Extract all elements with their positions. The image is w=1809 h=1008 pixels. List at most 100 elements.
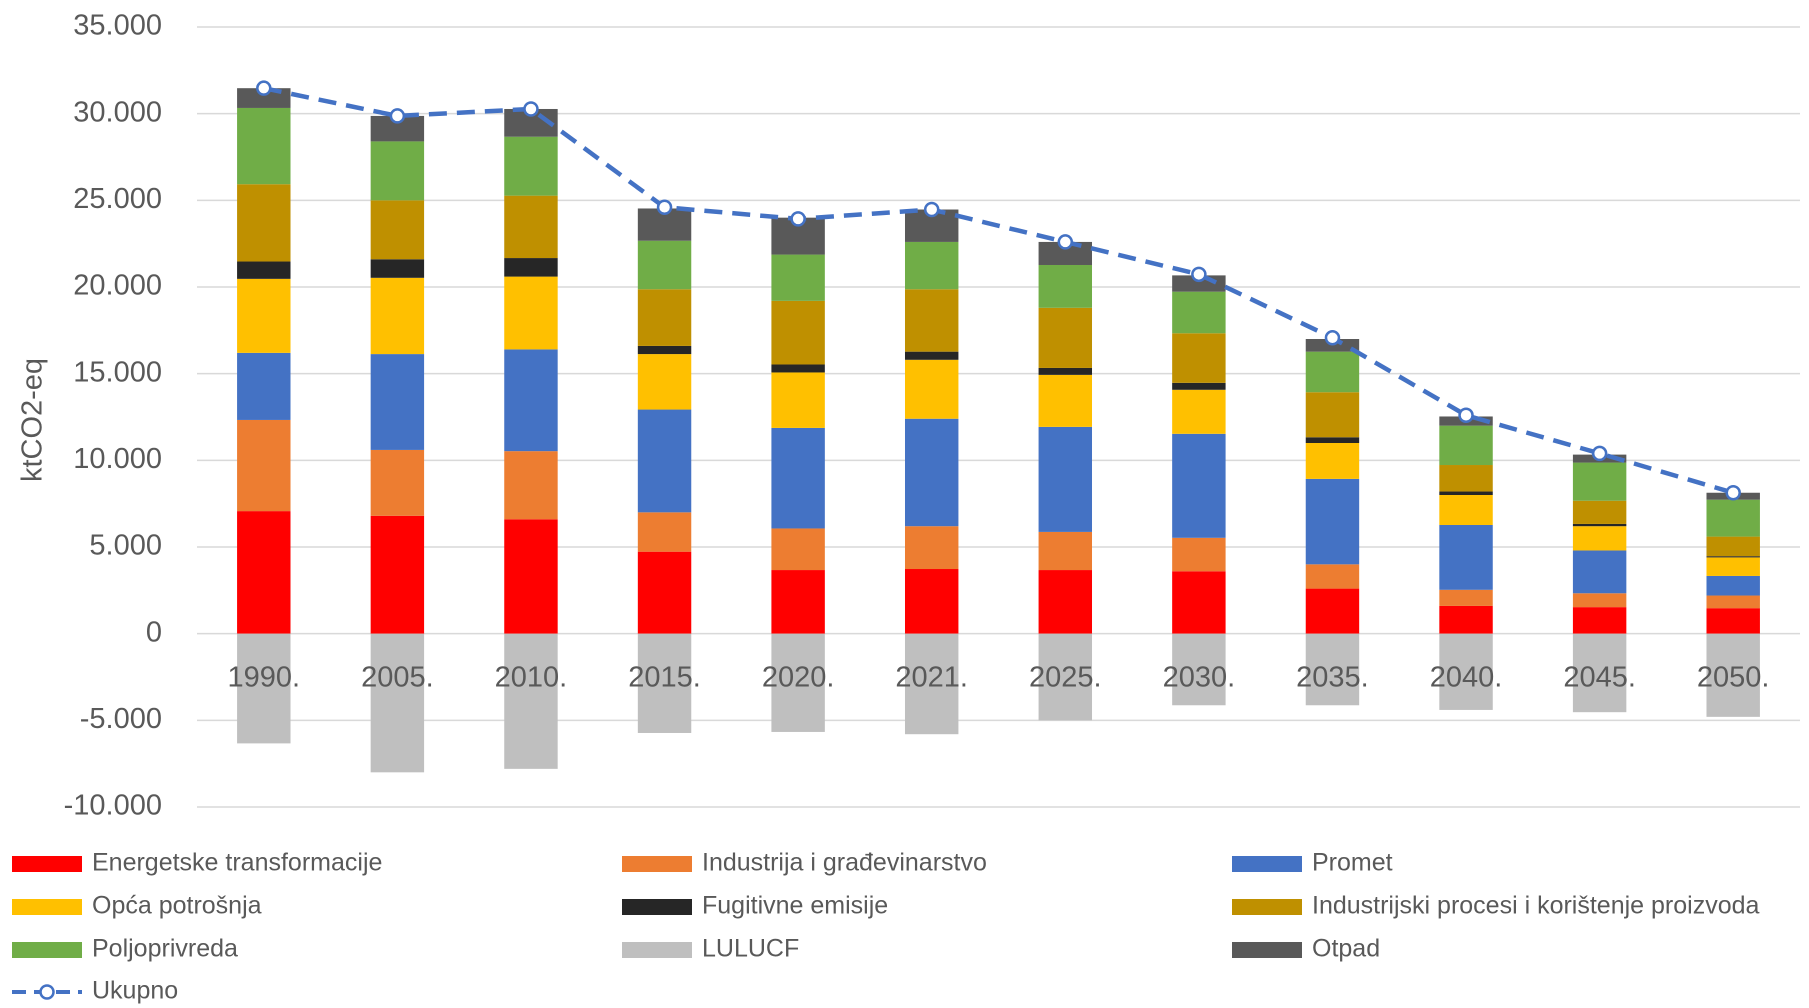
- bar-segment: [504, 136, 558, 196]
- bar-segment: [771, 372, 825, 428]
- legend-label: Ukupno: [92, 977, 178, 1005]
- total-marker: [1591, 445, 1608, 462]
- bar-segment: [1305, 443, 1360, 479]
- bar-segment: [1038, 307, 1093, 368]
- bar-segment: [237, 107, 291, 185]
- bar-segment: [1439, 605, 1493, 634]
- legend-swatch: [1232, 856, 1302, 872]
- bar-segment: [1305, 437, 1360, 443]
- y-tick-label: 0: [146, 616, 162, 648]
- y-tick-label: 5.000: [89, 530, 162, 562]
- legend-swatch: [622, 942, 692, 958]
- bar-segment: [1439, 524, 1493, 590]
- y-tick-label: 25.000: [73, 183, 162, 215]
- total-marker: [1324, 330, 1341, 346]
- y-tick-label: 35.000: [73, 10, 162, 42]
- bar-segment: [771, 570, 825, 634]
- legend-label: Fugitivne emisije: [702, 892, 888, 920]
- bar-segment: [237, 278, 291, 353]
- bar-segment: [1038, 241, 1093, 265]
- bar-segment: [1038, 264, 1093, 308]
- bar-segment: [1172, 537, 1226, 572]
- bar-segment: [771, 528, 825, 571]
- bar-segment: [1706, 575, 1760, 596]
- bar-segment: [1572, 523, 1627, 527]
- y-tick-label: 15.000: [73, 356, 162, 388]
- bar-segment: [904, 289, 959, 352]
- legend-swatch: [1232, 899, 1302, 915]
- bar-segment: [1706, 499, 1760, 537]
- bar-segment: [504, 633, 558, 769]
- y-tick-label: -10.000: [64, 790, 162, 822]
- bar-segment: [1305, 478, 1360, 565]
- x-tick-label: 2030.: [1163, 662, 1236, 694]
- bar-segment: [904, 569, 959, 634]
- bar-segment: [1172, 433, 1226, 538]
- bar-segment: [771, 427, 825, 529]
- x-tick-label: 2025.: [1029, 662, 1102, 694]
- bar-segment: [1439, 425, 1493, 466]
- y-axis-label: ktCO2-eq: [17, 358, 49, 482]
- bar-segment: [370, 277, 425, 355]
- total-marker: [923, 201, 940, 218]
- bar-segment: [1706, 557, 1760, 576]
- bar-segment: [904, 359, 959, 419]
- bar-segment: [1572, 593, 1627, 608]
- bar-segment: [904, 526, 959, 570]
- x-tick-label: 2045.: [1563, 662, 1636, 694]
- bar-segment: [237, 261, 291, 279]
- bar-segment: [1172, 633, 1226, 706]
- bar-segment: [504, 349, 558, 452]
- bar-segment: [1172, 333, 1226, 383]
- legend-label: Promet: [1312, 849, 1393, 877]
- bar-segment: [1706, 633, 1760, 717]
- bar-segment: [637, 633, 692, 733]
- bar-segment: [904, 418, 959, 527]
- total-marker: [523, 101, 539, 117]
- bar-segment: [370, 633, 425, 773]
- bar-segment: [370, 354, 425, 450]
- x-tick-label: 2035.: [1296, 662, 1369, 694]
- bar-segment: [771, 633, 825, 732]
- bar-segment: [504, 258, 558, 277]
- bar-segment: [1038, 367, 1093, 375]
- x-tick-label: 1990.: [228, 662, 301, 694]
- bar-segment: [1439, 465, 1493, 492]
- legend-label: Industrijski procesi i korištenje proizv…: [1312, 892, 1760, 920]
- bar-segment: [237, 184, 291, 262]
- legend-label: Energetske transformacije: [92, 849, 382, 877]
- bar-segment: [1038, 426, 1093, 532]
- bar-segment: [1305, 351, 1360, 393]
- bar-segment: [1706, 608, 1760, 634]
- total-line: [263, 85, 1734, 495]
- bar-segment: [637, 551, 692, 634]
- bar-segment: [1305, 392, 1360, 438]
- bar-segment: [637, 512, 692, 552]
- bar-segment: [370, 449, 425, 516]
- bar-segment: [237, 633, 291, 744]
- bar-segment: [370, 259, 425, 278]
- bar-segment: [1305, 633, 1360, 706]
- bar-segment: [771, 364, 825, 373]
- bar-segment: [237, 419, 291, 512]
- total-marker: [1057, 234, 1074, 250]
- bar-segment: [1172, 382, 1226, 390]
- bar-segment: [1572, 607, 1627, 634]
- legend-swatch: [12, 856, 82, 872]
- total-marker: [1725, 484, 1741, 501]
- bar-segment: [1572, 500, 1627, 524]
- bar-segment: [1439, 491, 1493, 495]
- x-tick-label: 2015.: [628, 662, 701, 694]
- x-tick-label: 2010.: [495, 662, 568, 694]
- total-marker: [790, 211, 806, 227]
- bar-segment: [370, 141, 425, 201]
- x-tick-label: 2040.: [1430, 662, 1503, 694]
- legend-label: Industrija i građevinarstvo: [702, 849, 987, 877]
- bar-segment: [1038, 374, 1093, 427]
- total-marker: [656, 199, 673, 216]
- bar-segment: [504, 451, 558, 520]
- bar-segment: [1572, 550, 1627, 594]
- bar-segment: [1706, 595, 1760, 609]
- bar-segment: [504, 195, 558, 259]
